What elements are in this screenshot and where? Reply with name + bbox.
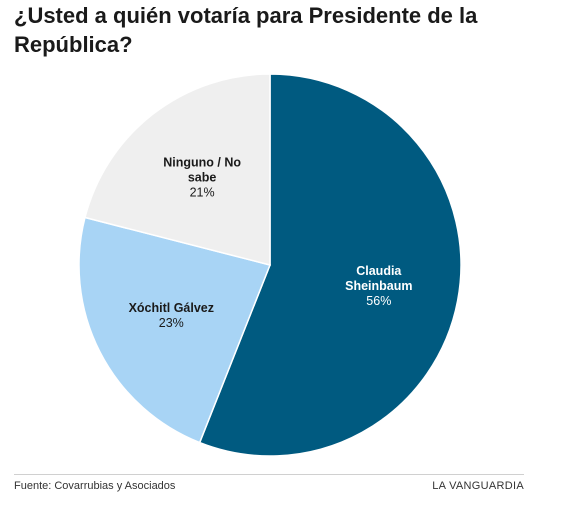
pie-slice-1 (78, 216, 272, 444)
pie-labels: Claudia Sheinbaum 56% Xóchitl Gálvez 23% Ning… (129, 155, 413, 329)
brand-logo: LA VANGUARDIA (432, 480, 524, 492)
footer-divider (14, 474, 524, 475)
slice-label-0: Claudia Sheinbaum 56% (345, 264, 412, 308)
pie-slice-2 (84, 73, 271, 266)
pie-slices (78, 73, 462, 457)
slice-value-0: 56% (366, 294, 391, 308)
pie-slice-0 (198, 73, 462, 457)
slice-value-1: 23% (159, 316, 184, 330)
slice-label-2: Ninguno / No sabe 21% (163, 155, 241, 199)
chart-title: ¿Usted a quién votaría para Presidente d… (14, 3, 478, 57)
slice-label-1: Xóchitl Gálvez 23% (129, 301, 214, 330)
slice-value-2: 21% (190, 185, 215, 199)
source-note: Fuente: Covarrubias y Asociados (14, 480, 176, 492)
